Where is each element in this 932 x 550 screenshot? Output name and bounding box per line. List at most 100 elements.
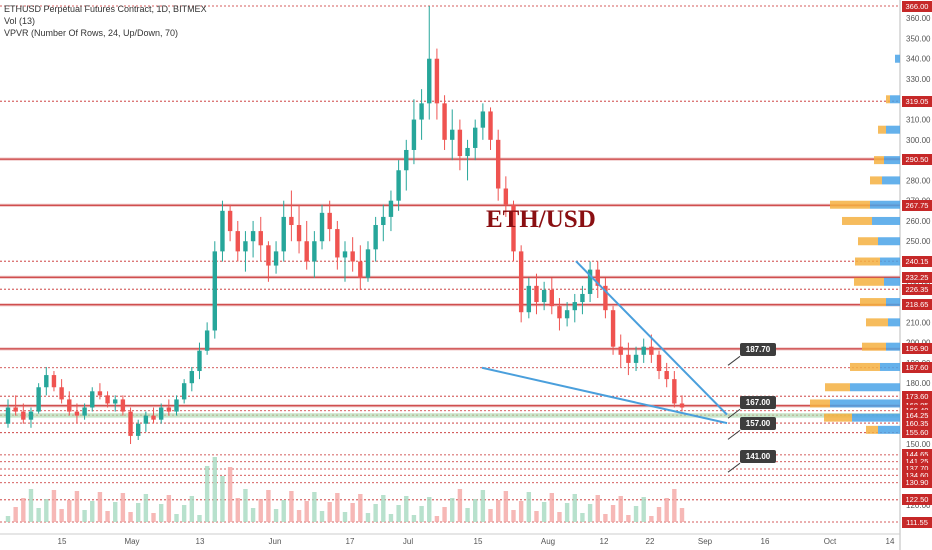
volume-bar bbox=[181, 505, 187, 522]
price-tag: 173.60 bbox=[902, 390, 932, 402]
volume-bar bbox=[580, 513, 585, 522]
volume-bar bbox=[457, 489, 463, 522]
lower-trendline bbox=[481, 366, 728, 425]
vpvr-up-bar bbox=[852, 413, 900, 422]
candle-body bbox=[281, 216, 286, 252]
candle-body bbox=[618, 346, 623, 355]
candle-body bbox=[227, 210, 233, 232]
y-tick-label: 180.00 bbox=[906, 379, 931, 388]
vpvr-up-bar bbox=[872, 216, 900, 225]
candle-body bbox=[534, 285, 539, 303]
candle-body bbox=[388, 200, 394, 217]
candle-body bbox=[5, 407, 11, 424]
candle-body bbox=[174, 399, 179, 412]
y-tick-label: 200.00 bbox=[906, 339, 931, 348]
candle-body bbox=[603, 285, 608, 311]
volume-bar bbox=[641, 497, 646, 522]
y-tick-label: 150.00 bbox=[906, 440, 931, 449]
volume-bar bbox=[503, 491, 509, 522]
y-tick-label: 330.00 bbox=[906, 75, 931, 84]
candle-body bbox=[541, 289, 547, 303]
volume-bar bbox=[327, 502, 332, 522]
chart-legend: ETHUSD Perpetual Futures Contract, 1D, B… bbox=[4, 3, 207, 39]
volume-bar bbox=[411, 515, 417, 522]
volume-bar bbox=[90, 501, 95, 522]
price-tag: 290.50 bbox=[902, 153, 932, 165]
y-tick-label: 280.00 bbox=[906, 176, 931, 185]
price-tag: 187.60 bbox=[902, 362, 932, 374]
price-tag: 144.65 bbox=[902, 449, 932, 461]
volume-bar bbox=[495, 500, 501, 522]
vpvr-down-bar bbox=[886, 95, 890, 104]
volume-bar bbox=[235, 498, 240, 522]
candle-body bbox=[419, 103, 424, 120]
x-tick-label: 22 bbox=[646, 537, 655, 546]
volume-bar bbox=[649, 516, 654, 522]
volume-bar bbox=[243, 489, 248, 522]
candle-body bbox=[296, 225, 302, 242]
candle-body bbox=[335, 229, 340, 258]
price-callout: 141.00 bbox=[740, 450, 776, 464]
volume-bar bbox=[13, 507, 18, 522]
volume-bar bbox=[526, 492, 532, 522]
overlay-title: ETH/USD bbox=[486, 206, 596, 233]
volume-bar bbox=[67, 500, 72, 522]
callout-pointer bbox=[727, 429, 741, 440]
volume-bar bbox=[28, 489, 34, 522]
callout-pointer bbox=[727, 355, 741, 366]
candle-body bbox=[235, 231, 240, 252]
volume-bar bbox=[381, 495, 386, 522]
candle-body bbox=[465, 147, 470, 157]
volume-bar bbox=[44, 499, 49, 522]
volume-bar bbox=[557, 512, 562, 522]
volume-bar bbox=[633, 506, 639, 522]
price-tag: 130.90 bbox=[902, 477, 932, 489]
x-tick-label: 17 bbox=[346, 537, 355, 546]
volume-bar bbox=[59, 509, 64, 522]
volume-bar bbox=[404, 496, 409, 522]
volume-bar bbox=[289, 491, 294, 522]
x-tick-label: May bbox=[124, 537, 139, 546]
vpvr-up-bar bbox=[870, 200, 900, 209]
candle-body bbox=[557, 306, 562, 319]
volume-bar bbox=[166, 495, 172, 522]
candle-body bbox=[166, 407, 172, 412]
volume-bar bbox=[541, 502, 547, 522]
volume-bar bbox=[227, 467, 233, 522]
y-tick-label: 350.00 bbox=[906, 34, 931, 43]
vpvr-down-bar bbox=[854, 277, 884, 286]
volume-bar bbox=[450, 498, 455, 522]
candle-body bbox=[158, 407, 164, 420]
volume-bar bbox=[21, 498, 26, 522]
vpvr-down-bar bbox=[862, 342, 886, 351]
volume-bar bbox=[442, 507, 447, 522]
candle-body bbox=[212, 251, 217, 331]
candle-body bbox=[113, 399, 118, 404]
price-tag: 164.25 bbox=[902, 409, 932, 421]
x-tick-label: 16 bbox=[761, 537, 770, 546]
candle-body bbox=[595, 269, 600, 286]
y-tick-label: 210.00 bbox=[906, 318, 931, 327]
legend-vpvr-line: VPVR (Number Of Rows, 24, Up/Down, 70) bbox=[4, 28, 179, 38]
candle-body bbox=[549, 289, 554, 307]
volume-bar bbox=[465, 508, 470, 522]
volume-bar bbox=[5, 516, 11, 522]
vpvr-up-bar bbox=[890, 95, 900, 104]
price-callout: 157.00 bbox=[740, 417, 776, 431]
candle-body bbox=[120, 399, 126, 412]
vpvr-up-bar bbox=[886, 125, 900, 134]
volume-bar bbox=[610, 505, 616, 522]
volume-bar bbox=[105, 511, 110, 522]
vpvr-up-bar bbox=[850, 383, 900, 392]
vpvr-down-bar bbox=[842, 216, 872, 225]
volume-bar bbox=[427, 497, 432, 522]
volume-bar bbox=[281, 500, 286, 522]
vpvr-up-bar bbox=[886, 342, 900, 351]
candle-body bbox=[304, 241, 309, 262]
volume-bar bbox=[396, 505, 401, 522]
candle-body bbox=[204, 330, 210, 351]
price-tag: 218.65 bbox=[902, 299, 932, 311]
volume-bar bbox=[473, 499, 478, 522]
volume-bar bbox=[113, 502, 118, 522]
